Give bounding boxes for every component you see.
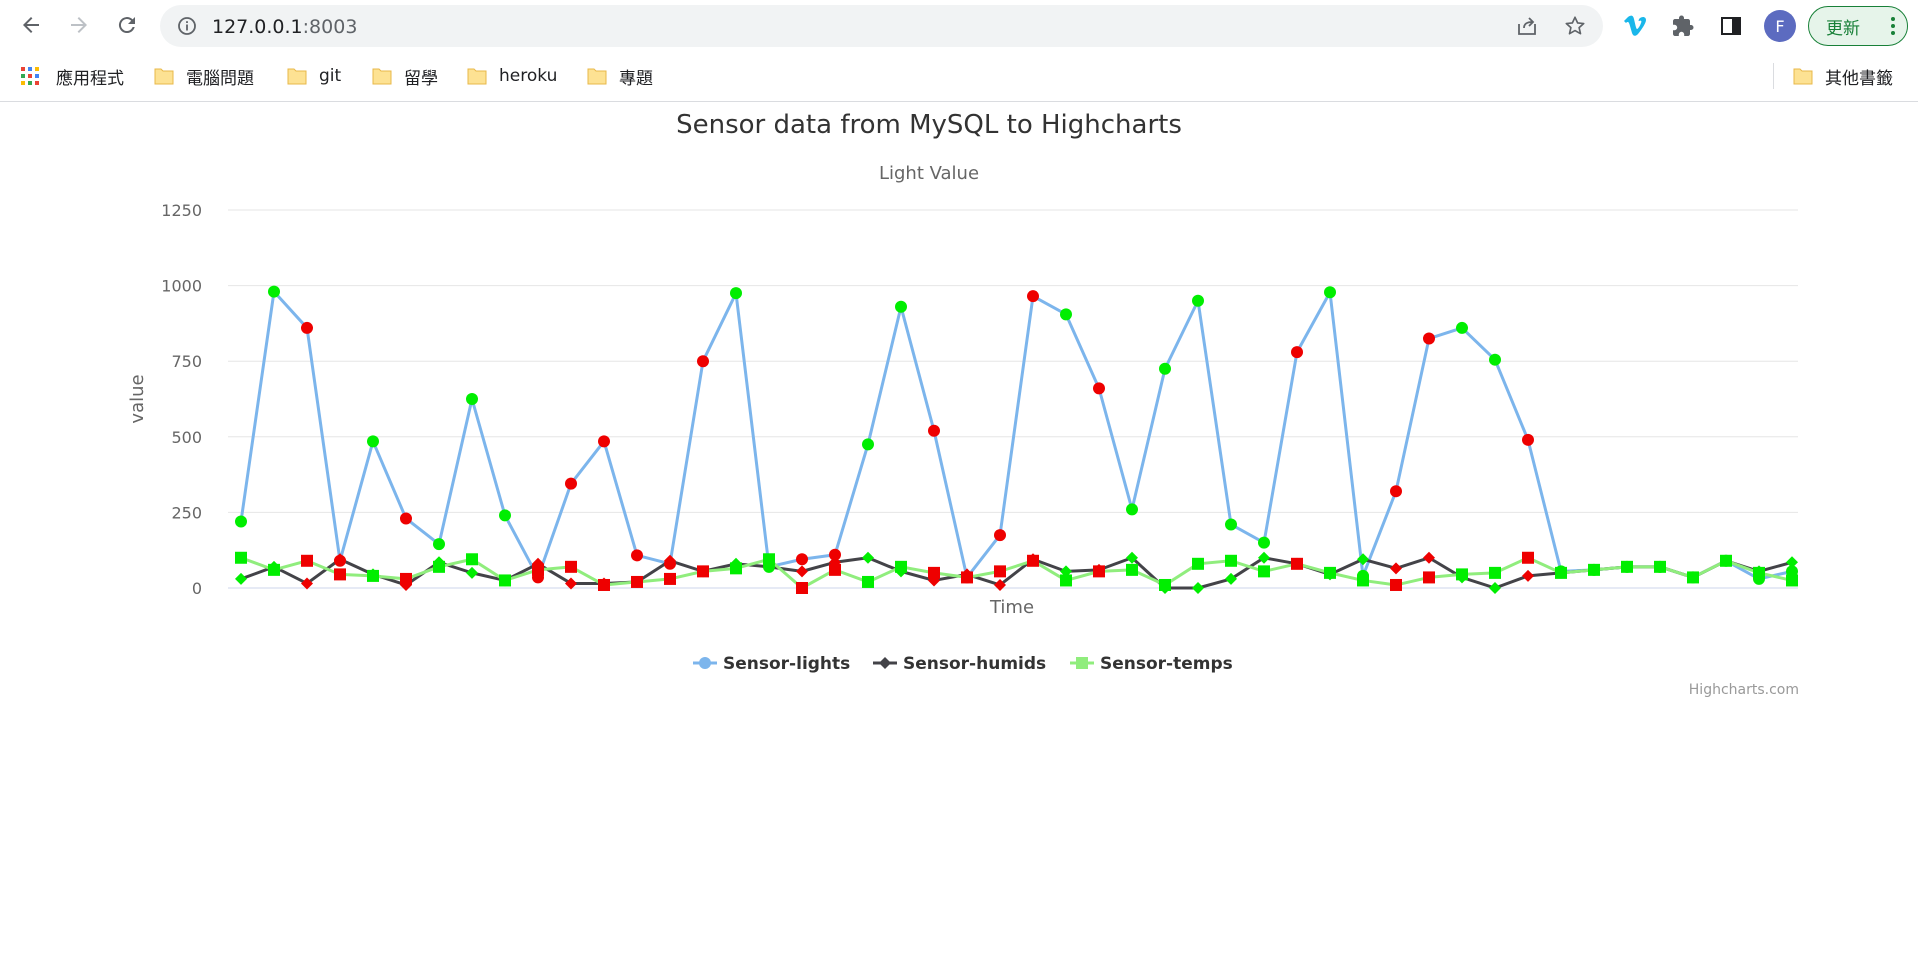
bookmark-other-folder[interactable]: 其他書籤 — [1793, 62, 1893, 90]
folder-icon — [372, 68, 392, 85]
url-text[interactable]: 127.0.0.1:8003 — [212, 16, 357, 38]
browser-toolbar: 127.0.0.1:8003 F 更新 — [0, 0, 1918, 52]
chart-subtitle: Light Value — [878, 163, 980, 184]
bookmark-label: 專題 — [619, 68, 653, 89]
bookmark-label: git — [319, 66, 342, 86]
more-menu-icon[interactable] — [1891, 16, 1895, 36]
extensions-puzzle-icon[interactable] — [1666, 9, 1700, 43]
site-info-icon[interactable] — [174, 13, 200, 39]
highcharts-credit[interactable]: Highcharts.com — [1688, 682, 1799, 698]
bookmark-folder[interactable]: 電腦問題 — [154, 62, 254, 90]
bookmarks-bar: 應用程式 電腦問題 git 留學 heroku 專題 其他書籤 — [0, 52, 1918, 102]
folder-icon — [587, 68, 607, 85]
bookmark-folder[interactable]: git — [287, 62, 341, 90]
share-icon[interactable] — [1514, 13, 1540, 39]
address-bar[interactable]: 127.0.0.1:8003 — [160, 5, 1603, 47]
back-button[interactable] — [13, 7, 49, 43]
folder-icon — [467, 68, 487, 85]
folder-icon — [154, 68, 174, 85]
forward-button[interactable] — [61, 7, 97, 43]
update-button[interactable]: 更新 — [1808, 6, 1908, 46]
update-label: 更新 — [1826, 18, 1860, 39]
bookmark-other-label: 其他書籤 — [1825, 68, 1893, 89]
chart-container — [0, 102, 1918, 963]
profile-avatar[interactable]: F — [1764, 10, 1796, 42]
url-port: :8003 — [302, 16, 358, 38]
forward-arrow-icon — [71, 17, 87, 33]
bookmark-folder[interactable]: heroku — [467, 62, 557, 90]
bookmarks-separator — [1773, 63, 1774, 89]
bookmark-label: heroku — [499, 66, 558, 86]
chart-title: Sensor data from MySQL to Highcharts — [676, 110, 1182, 140]
bookmark-folder[interactable]: 專題 — [587, 62, 653, 90]
url-host: 127.0.0.1 — [212, 16, 303, 38]
side-panel-icon[interactable] — [1714, 9, 1748, 43]
bookmark-label: 電腦問題 — [186, 68, 254, 89]
bookmark-folder[interactable]: 留學 — [372, 62, 438, 90]
vimeo-extension-icon[interactable] — [1618, 9, 1652, 43]
bookmark-apps-label: 應用程式 — [56, 68, 124, 89]
reload-button[interactable] — [109, 7, 145, 43]
bookmark-label: 留學 — [404, 68, 438, 89]
back-arrow-icon — [23, 17, 39, 33]
bookmark-star-icon[interactable] — [1562, 13, 1588, 39]
apps-grid-icon — [21, 67, 39, 85]
reload-icon — [118, 17, 135, 34]
bookmark-apps[interactable]: 應用程式 — [20, 62, 124, 90]
folder-icon — [287, 68, 307, 85]
folder-icon — [1793, 68, 1813, 85]
